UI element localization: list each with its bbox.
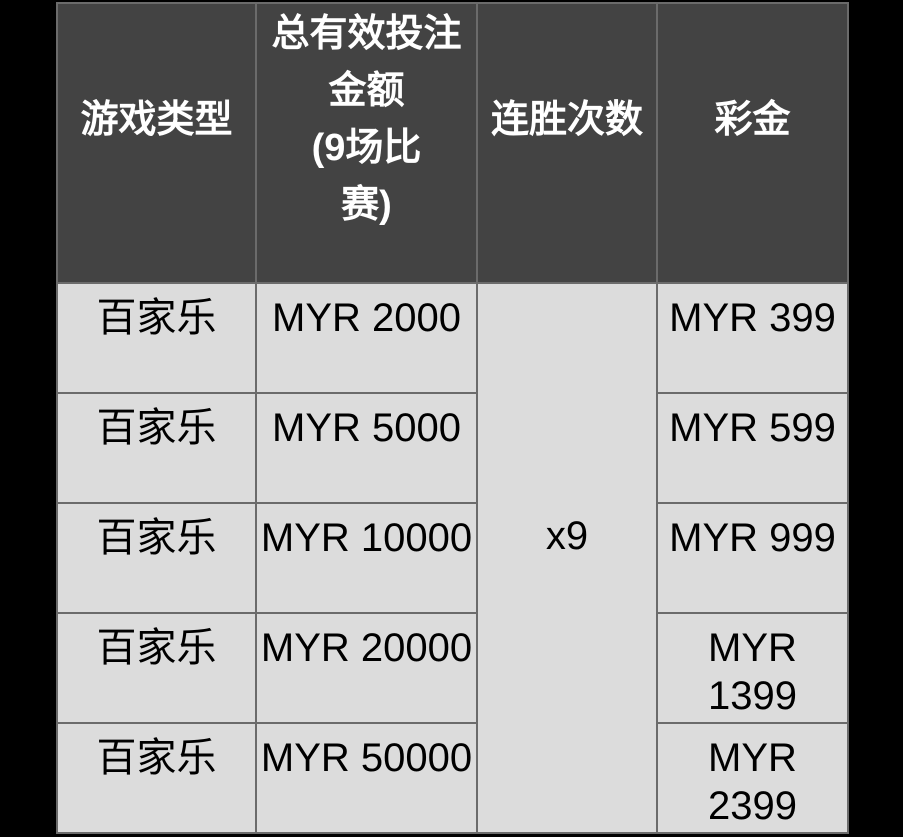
bet-amount-cell: MYR 20000	[255, 612, 478, 724]
table-row: 百家乐 MYR 2000 x9 MYR 399	[56, 282, 849, 834]
column-header-prize: 彩金	[656, 2, 849, 284]
game-type-cell: 百家乐	[56, 722, 257, 834]
prize-cell: MYR 599	[656, 392, 849, 504]
game-type-cell: 百家乐	[56, 392, 257, 504]
win-streak-cell: x9	[476, 282, 658, 834]
table-row: 百家乐 MYR 5000 MYR 599	[56, 392, 849, 504]
column-header-total-valid-bet: 总有效投注 金额 (9场比 赛)	[255, 2, 478, 284]
bet-amount-cell: MYR 50000	[255, 722, 478, 834]
game-type-cell: 百家乐	[56, 612, 257, 724]
streak-bonus-table: 游戏类型 总有效投注 金额 (9场比 赛) 连胜次数 彩金 百家乐 MYR 20…	[56, 2, 849, 834]
bet-amount-cell: MYR 10000	[255, 502, 478, 614]
prize-cell: MYR 999	[656, 502, 849, 614]
prize-cell: MYR 1399	[656, 612, 849, 724]
table-row: 百家乐 MYR 20000 MYR 1399	[56, 612, 849, 724]
table-row: 百家乐 MYR 50000 MYR 2399	[56, 722, 849, 834]
column-header-win-streak: 连胜次数	[476, 2, 658, 284]
bet-amount-cell: MYR 2000	[255, 282, 478, 394]
game-type-cell: 百家乐	[56, 282, 257, 394]
column-header-game-type: 游戏类型	[56, 2, 257, 284]
bet-amount-cell: MYR 5000	[255, 392, 478, 504]
game-type-cell: 百家乐	[56, 502, 257, 614]
table-row: 百家乐 MYR 10000 MYR 999	[56, 502, 849, 614]
prize-cell: MYR 399	[656, 282, 849, 394]
prize-cell: MYR 2399	[656, 722, 849, 834]
header-row: 游戏类型 总有效投注 金额 (9场比 赛) 连胜次数 彩金	[56, 2, 849, 284]
